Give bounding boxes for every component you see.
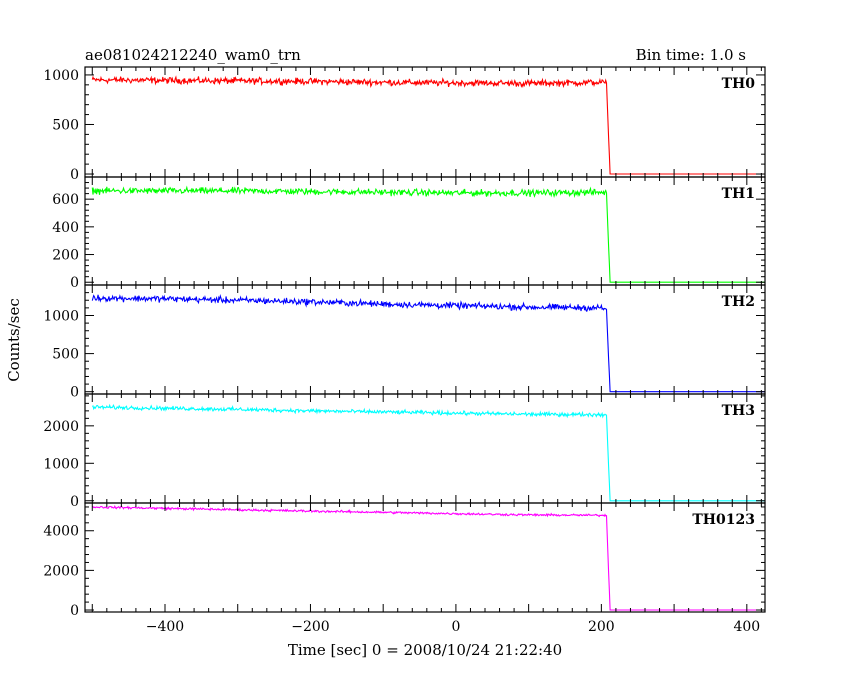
panel-label-th2: TH2 bbox=[722, 294, 755, 310]
panel-th1: 0 200 400 600 TH1 bbox=[52, 176, 766, 291]
y-tick-label: 1000 bbox=[43, 456, 79, 472]
panel-label-th1: TH1 bbox=[722, 186, 755, 202]
y-tick-label: 1000 bbox=[43, 308, 79, 324]
series-line-th2 bbox=[91, 294, 765, 393]
y-tick-label: 0 bbox=[70, 603, 79, 619]
y-tick-label: 0 bbox=[70, 494, 79, 510]
x-axis-title: Time [sec] 0 = 2008/10/24 21:22:40 bbox=[288, 641, 562, 659]
y-tick-label: 0 bbox=[70, 275, 79, 291]
series-line-th0 bbox=[91, 75, 765, 175]
panel-label-th3: TH3 bbox=[722, 403, 755, 419]
chart-subtitle: Bin time: 1.0 s bbox=[636, 46, 746, 64]
x-tick-label: −400 bbox=[146, 619, 184, 635]
series-line-th0123 bbox=[92, 505, 765, 611]
y-tick-label: 500 bbox=[52, 117, 79, 133]
x-tick-label: 0 bbox=[451, 619, 460, 635]
panel-th0123: 0 2000 4000 TH0123 bbox=[43, 502, 766, 619]
panel-frame bbox=[84, 502, 766, 613]
y-tick-label: 2000 bbox=[43, 563, 79, 579]
panel-frame bbox=[84, 176, 766, 286]
panel-th0: 0 500 1000 TH0 bbox=[43, 66, 766, 183]
y-tick-label: 200 bbox=[52, 248, 79, 264]
y-tick-label: 4000 bbox=[43, 524, 79, 540]
panel-frame bbox=[84, 393, 766, 504]
y-tick-label: 600 bbox=[52, 192, 79, 208]
x-tick-label: 400 bbox=[733, 619, 760, 635]
y-tick-label: 500 bbox=[52, 347, 79, 363]
panels-group: 0 500 1000 TH0 0 200 400 600 TH1 0 500 1000 TH2 0 1000… bbox=[43, 66, 766, 635]
series-line-th3 bbox=[91, 403, 765, 502]
panel-label-th0123: TH0123 bbox=[692, 512, 755, 528]
panel-label-th0: TH0 bbox=[722, 76, 756, 92]
y-tick-label: 0 bbox=[70, 167, 79, 183]
y-tick-label: 0 bbox=[70, 385, 79, 401]
chart-title: ae081024212240_wam0_trn bbox=[85, 46, 301, 64]
x-tick-label: 200 bbox=[588, 619, 615, 635]
y-tick-label: 1000 bbox=[43, 68, 79, 84]
x-tick-label: −200 bbox=[291, 619, 329, 635]
panel-th3: 0 1000 2000 TH3 bbox=[43, 393, 766, 510]
panel-th2: 0 500 1000 TH2 bbox=[43, 284, 766, 401]
series-line-th1 bbox=[91, 185, 765, 283]
y-axis-title: Counts/sec bbox=[5, 298, 23, 382]
y-tick-label: 2000 bbox=[43, 419, 79, 435]
y-tick-label: 400 bbox=[52, 220, 79, 236]
